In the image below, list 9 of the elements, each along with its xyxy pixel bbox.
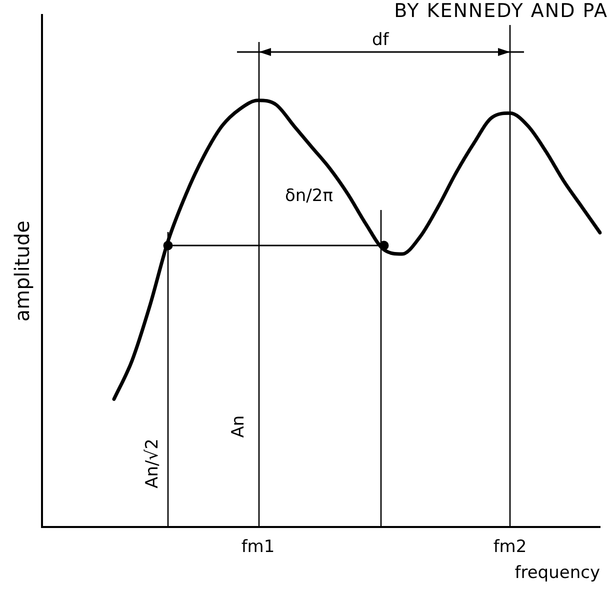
chart-title: BY KENNEDY AND PA: [394, 0, 608, 22]
x-tick-label: fm1: [241, 536, 275, 557]
annotation: δn/2π: [285, 186, 333, 206]
annotation: An/√2: [142, 438, 162, 488]
annotation: An: [228, 415, 249, 438]
x-tick-label: fm2: [493, 536, 527, 557]
text: df: [372, 30, 389, 50]
y-axis-title: amplitude: [10, 220, 34, 322]
x-axis-title: frequency: [514, 563, 600, 584]
